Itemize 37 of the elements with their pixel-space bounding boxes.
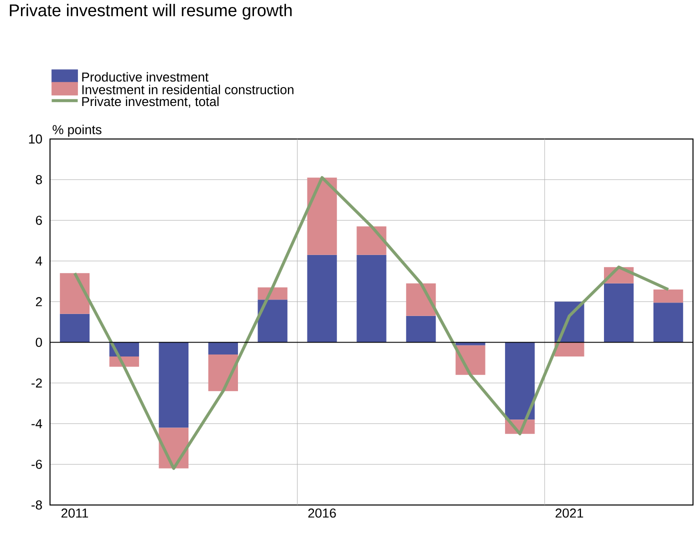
bar	[208, 342, 238, 355]
y-tick-label: 8	[36, 175, 42, 184]
legend-label: Productive investment	[82, 72, 208, 82]
y-tick-label: 6	[36, 216, 42, 225]
line-series	[73, 176, 670, 470]
bar	[307, 254, 337, 342]
bar	[60, 273, 90, 314]
legend-label: Investment in residential construction	[82, 84, 294, 94]
bar	[604, 283, 634, 342]
x-tick-label: 2021	[556, 508, 584, 518]
x-tick-label: 2011	[61, 508, 88, 518]
y-axis-title: % points	[52, 124, 102, 137]
bar	[406, 316, 436, 342]
bar	[406, 283, 436, 316]
bar	[158, 342, 188, 428]
bar	[307, 178, 337, 255]
bar	[653, 289, 684, 303]
y-tick-label: -6	[32, 460, 42, 469]
y-tick-label: 10	[29, 134, 42, 144]
y-tick-label: -4	[32, 419, 42, 428]
bar	[258, 300, 288, 342]
y-tick-label: 4	[36, 256, 42, 266]
y-tick-label: -2	[32, 378, 42, 388]
bar	[60, 314, 90, 342]
chart-title: Private investment will resume growth	[10, 4, 292, 20]
bar	[505, 342, 535, 420]
bar	[356, 226, 386, 255]
y-tick-label: 2	[36, 297, 42, 306]
legend-label: Private investment, total	[82, 96, 219, 108]
y-tick-label: -8	[32, 500, 42, 510]
bar	[554, 342, 584, 357]
bar	[653, 302, 684, 342]
bar	[456, 342, 486, 346]
bar	[208, 354, 238, 392]
bar	[356, 254, 386, 342]
x-tick-label: 2016	[308, 508, 336, 518]
y-tick-label: 0	[36, 338, 42, 347]
